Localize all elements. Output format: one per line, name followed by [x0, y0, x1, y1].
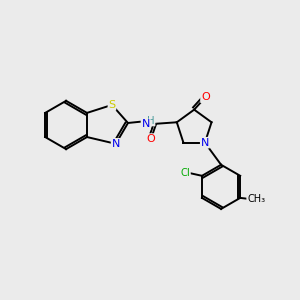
- Text: O: O: [146, 134, 155, 144]
- Text: CH₃: CH₃: [247, 194, 265, 204]
- Text: Cl: Cl: [180, 168, 190, 178]
- Text: H: H: [147, 116, 155, 126]
- Text: N: N: [201, 138, 209, 148]
- Text: N: N: [112, 139, 120, 149]
- Text: S: S: [108, 100, 116, 110]
- Text: N: N: [142, 119, 150, 130]
- Text: O: O: [201, 92, 210, 102]
